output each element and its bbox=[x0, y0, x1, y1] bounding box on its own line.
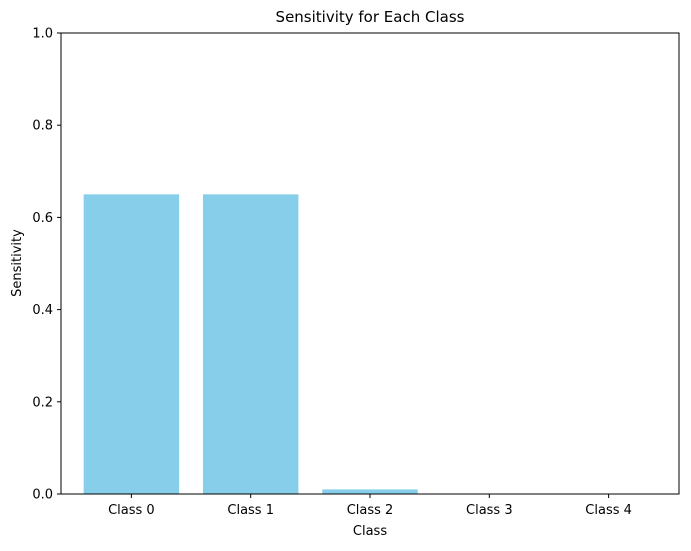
x-tick-label: Class 2 bbox=[347, 503, 394, 518]
y-axis-label: Sensitivity bbox=[10, 229, 25, 297]
y-tick-label: 0.6 bbox=[32, 211, 53, 226]
x-axis: Class 0 Class 1 Class 2 Class 3 Class 4 bbox=[108, 494, 632, 518]
bar-class-2 bbox=[322, 489, 418, 494]
y-tick-label: 0.4 bbox=[32, 303, 53, 318]
x-tick-label: Class 3 bbox=[466, 503, 513, 518]
y-axis: 0.0 0.2 0.4 0.6 0.8 1.0 bbox=[32, 27, 61, 503]
x-tick-label: Class 1 bbox=[227, 503, 274, 518]
bar-class-1 bbox=[202, 194, 299, 494]
y-tick-label: 1.0 bbox=[32, 27, 53, 42]
y-tick-label: 0.2 bbox=[32, 395, 53, 410]
x-tick-label: Class 4 bbox=[585, 503, 632, 518]
x-axis-label: Class bbox=[353, 524, 387, 539]
x-tick-label: Class 0 bbox=[108, 503, 155, 518]
y-tick-label: 0.0 bbox=[32, 488, 53, 503]
chart-title: Sensitivity for Each Class bbox=[276, 8, 465, 26]
y-tick-label: 0.8 bbox=[32, 119, 53, 134]
bars-layer bbox=[83, 194, 418, 494]
bar-class-0 bbox=[83, 194, 180, 494]
